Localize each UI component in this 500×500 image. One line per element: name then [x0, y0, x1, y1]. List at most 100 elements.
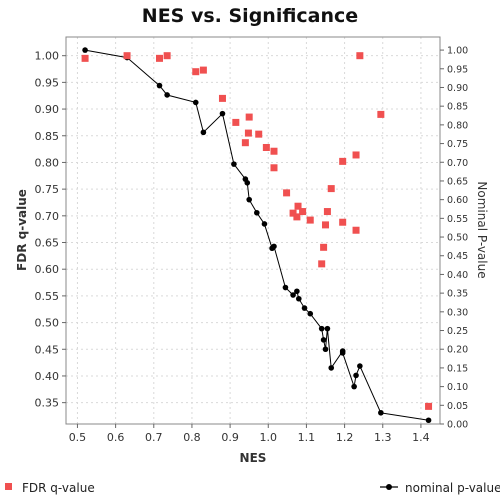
nominal-p-point [339, 350, 346, 356]
y-right-tick-label: 0.60 [447, 195, 468, 206]
fdr-q-point [294, 202, 302, 210]
left-axis-ticks: 0.35 0.40 0.45 0.50 0.55 0.60 0.65 0.70 0.75 0.80… [35, 50, 66, 410]
nominal-p-point [378, 409, 384, 416]
nominal-p-point [307, 310, 314, 317]
fdr-q-point [262, 143, 270, 151]
fdr-q-point [352, 226, 360, 234]
y-left-tick-label: 0.90 [35, 103, 60, 116]
x-tick-label: 0.7 [145, 431, 163, 444]
fdr-q-point [192, 68, 200, 76]
nominal-p-point [82, 47, 88, 53]
legend-nominal-marker [386, 484, 392, 490]
nominal-p-point [231, 161, 237, 167]
fdr-q-point [199, 66, 207, 74]
fdr-q-point [81, 54, 89, 62]
fdr-q-point [425, 402, 433, 410]
nominal-p-point [261, 221, 268, 227]
y-right-tick-label: 0.90 [447, 83, 468, 94]
y-axis-left-label: FDR q-value [15, 189, 29, 271]
fdr-q-point [339, 218, 347, 226]
x-tick-label: 0.8 [183, 431, 201, 444]
nominal-p-line [85, 49, 429, 421]
y-right-tick-label: 0.00 [447, 420, 468, 431]
nominal-p-point [246, 196, 252, 203]
fdr-q-point [327, 185, 335, 193]
y-left-tick-label: 0.75 [35, 183, 60, 196]
nominal-p-point [219, 110, 226, 117]
y-right-tick-label: 0.30 [447, 307, 468, 318]
fdr-q-point [270, 147, 278, 155]
y-right-tick-label: 0.55 [447, 214, 468, 225]
y-right-tick-label: 0.95 [447, 64, 468, 75]
y-right-tick-label: 0.10 [447, 382, 468, 393]
y-left-tick-label: 0.55 [35, 290, 60, 303]
fdr-q-point [270, 164, 278, 172]
fdr-q-point [283, 189, 291, 197]
legend-fdr-marker [5, 483, 12, 490]
nominal-p-point [282, 284, 289, 291]
fdr-q-point [255, 130, 263, 138]
fdr-q-point [318, 260, 326, 268]
y-left-tick-label: 0.85 [35, 130, 60, 143]
x-tick-label: 1.1 [298, 431, 316, 444]
y-right-tick-label: 0.75 [447, 139, 468, 150]
fdr-q-point [356, 52, 364, 60]
nominal-p-point [164, 92, 170, 98]
fdr-q-point [244, 129, 252, 137]
fdr-q-point [241, 139, 249, 147]
nominal-p-point [322, 346, 329, 353]
fdr-q-point [218, 94, 226, 102]
x-tick-label: 1.2 [336, 431, 354, 444]
y-right-tick-label: 0.85 [447, 102, 468, 113]
y-left-tick-label: 0.80 [35, 156, 60, 169]
fdr-q-point [156, 54, 163, 62]
fdr-q-point [323, 208, 331, 216]
x-tick-label: 1.3 [374, 431, 392, 444]
nominal-p-point [156, 82, 163, 89]
nominal-p-point [353, 372, 359, 379]
y-left-tick-label: 0.70 [35, 210, 60, 223]
legend-nominal-label: nominal p-value [405, 481, 500, 495]
chart-title: NES vs. Significance [142, 5, 358, 27]
nominal-p-point [328, 365, 335, 371]
nominal-p-point [324, 325, 331, 332]
x-tick-label: 0.6 [107, 431, 125, 444]
nominal-p-point [200, 129, 207, 136]
nominal-p-point [318, 325, 325, 332]
y-right-tick-label: 0.80 [447, 120, 468, 131]
legend-fdr-label: FDR q-value [22, 481, 95, 495]
nominal-p-point [425, 417, 432, 424]
fdr-q-point [245, 113, 253, 121]
fdr-q-point [293, 213, 301, 221]
fdr-q-point [123, 52, 131, 60]
y-left-tick-label: 0.60 [35, 263, 60, 276]
nominal-p-point [290, 292, 296, 298]
legend: FDR q-value nominal p-value [5, 481, 500, 495]
nominal-p-point [351, 383, 357, 390]
nominal-p-point [192, 99, 199, 106]
y-right-tick-label: 0.15 [447, 363, 468, 374]
y-right-tick-label: 0.20 [447, 345, 468, 356]
right-axis-ticks: 0.00 0.05 0.10 0.15 0.20 0.25 0.30 0.35 0.40 0.45… [440, 46, 468, 431]
nominal-p-point [244, 180, 251, 186]
x-axis-label: NES [240, 451, 267, 465]
nominal-p-point [320, 337, 327, 343]
x-tick-label: 0.9 [221, 431, 239, 444]
x-tick-label: 1.4 [412, 431, 430, 444]
nominal-p-point [357, 363, 363, 369]
grid [66, 37, 440, 424]
y-right-tick-label: 0.40 [447, 270, 468, 281]
fdr-q-point [377, 110, 385, 118]
y-right-tick-label: 0.50 [447, 233, 468, 244]
nominal-p-point [271, 243, 277, 250]
fdr-q-series [81, 52, 433, 410]
nominal-p-series [82, 47, 432, 424]
fdr-q-point [289, 209, 297, 217]
y-left-tick-label: 0.45 [35, 343, 60, 356]
y-left-tick-label: 0.40 [35, 370, 60, 383]
fdr-q-point [299, 208, 307, 216]
y-right-tick-label: 0.05 [447, 401, 468, 412]
y-right-tick-label: 0.65 [447, 176, 468, 187]
y-left-tick-label: 0.50 [35, 317, 60, 330]
